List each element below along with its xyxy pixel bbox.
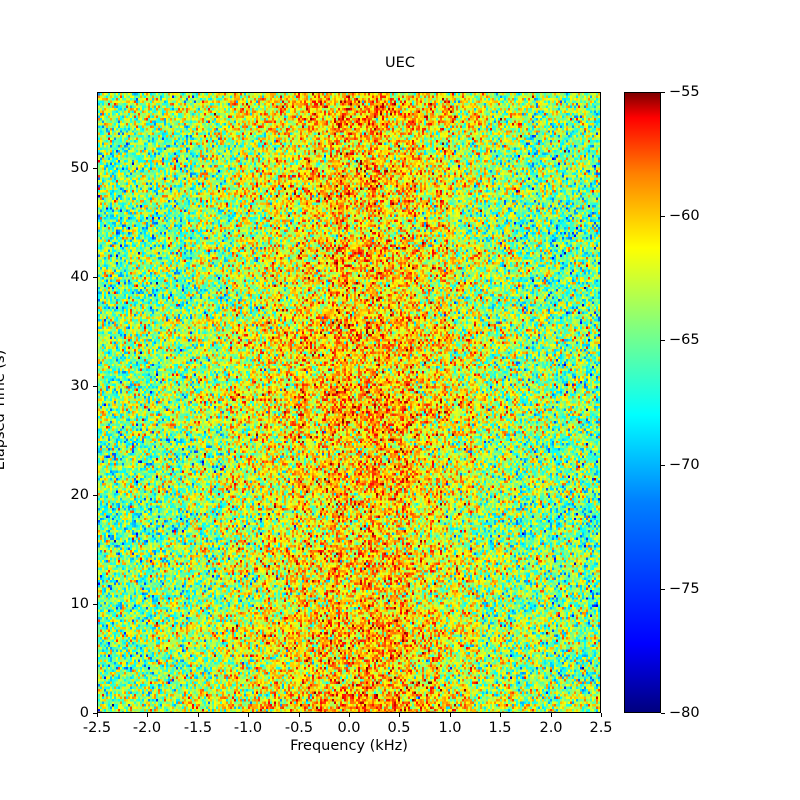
colorbar-tick-label: −75	[669, 581, 700, 597]
spectrogram-plot-area	[97, 92, 601, 713]
x-tick-mark	[147, 713, 148, 717]
y-tick-mark	[93, 168, 97, 169]
y-tick-label: 30	[70, 378, 89, 394]
x-tick-mark	[248, 713, 249, 717]
colorbar-tick-mark	[661, 589, 665, 590]
x-tick-mark	[551, 713, 552, 717]
colorbar-tick-mark	[661, 713, 665, 714]
x-tick-mark	[349, 713, 350, 717]
y-tick-label: 20	[70, 487, 89, 503]
x-tick-label: -2.0	[132, 720, 162, 736]
x-tick-label: 0.5	[387, 720, 411, 736]
x-axis-title: Frequency (kHz)	[290, 738, 408, 754]
y-axis-title: Elapsed Time (s)	[0, 349, 8, 471]
colorbar-tick-label: −65	[669, 332, 700, 348]
y-tick-mark	[93, 713, 97, 714]
y-tick-mark	[93, 604, 97, 605]
spectrogram-heatmap-canvas	[98, 93, 600, 712]
y-tick-mark	[93, 386, 97, 387]
x-tick-mark	[399, 713, 400, 717]
y-tick-label: 10	[70, 596, 89, 612]
x-tick-label: -1.5	[183, 720, 213, 736]
colorbar-tick-mark	[661, 216, 665, 217]
colorbar-tick-label: −80	[669, 705, 700, 721]
x-tick-label: 0.0	[337, 720, 361, 736]
x-tick-label: 2.0	[539, 720, 563, 736]
colorbar-tick-label: −70	[669, 457, 700, 473]
colorbar-tick-mark	[661, 465, 665, 466]
x-tick-label: -2.5	[82, 720, 112, 736]
y-tick-mark	[93, 495, 97, 496]
page-title: UEC	[385, 55, 415, 71]
x-tick-label: 1.0	[438, 720, 462, 736]
x-tick-mark	[500, 713, 501, 717]
x-tick-mark	[299, 713, 300, 717]
colorbar-gradient	[625, 93, 660, 712]
y-tick-label: 0	[79, 705, 89, 721]
x-tick-label: -1.0	[233, 720, 263, 736]
x-tick-label: -0.5	[284, 720, 314, 736]
x-tick-label: 1.5	[488, 720, 512, 736]
y-tick-label: 50	[70, 160, 89, 176]
y-tick-mark	[93, 277, 97, 278]
colorbar-tick-mark	[661, 340, 665, 341]
colorbar	[624, 92, 661, 713]
y-tick-label: 40	[70, 269, 89, 285]
x-tick-mark	[97, 713, 98, 717]
colorbar-tick-label: −55	[669, 84, 700, 100]
x-tick-mark	[601, 713, 602, 717]
colorbar-tick-label: −60	[669, 208, 700, 224]
x-tick-label: 2.5	[589, 720, 613, 736]
x-tick-mark	[450, 713, 451, 717]
x-tick-mark	[198, 713, 199, 717]
colorbar-tick-mark	[661, 92, 665, 93]
